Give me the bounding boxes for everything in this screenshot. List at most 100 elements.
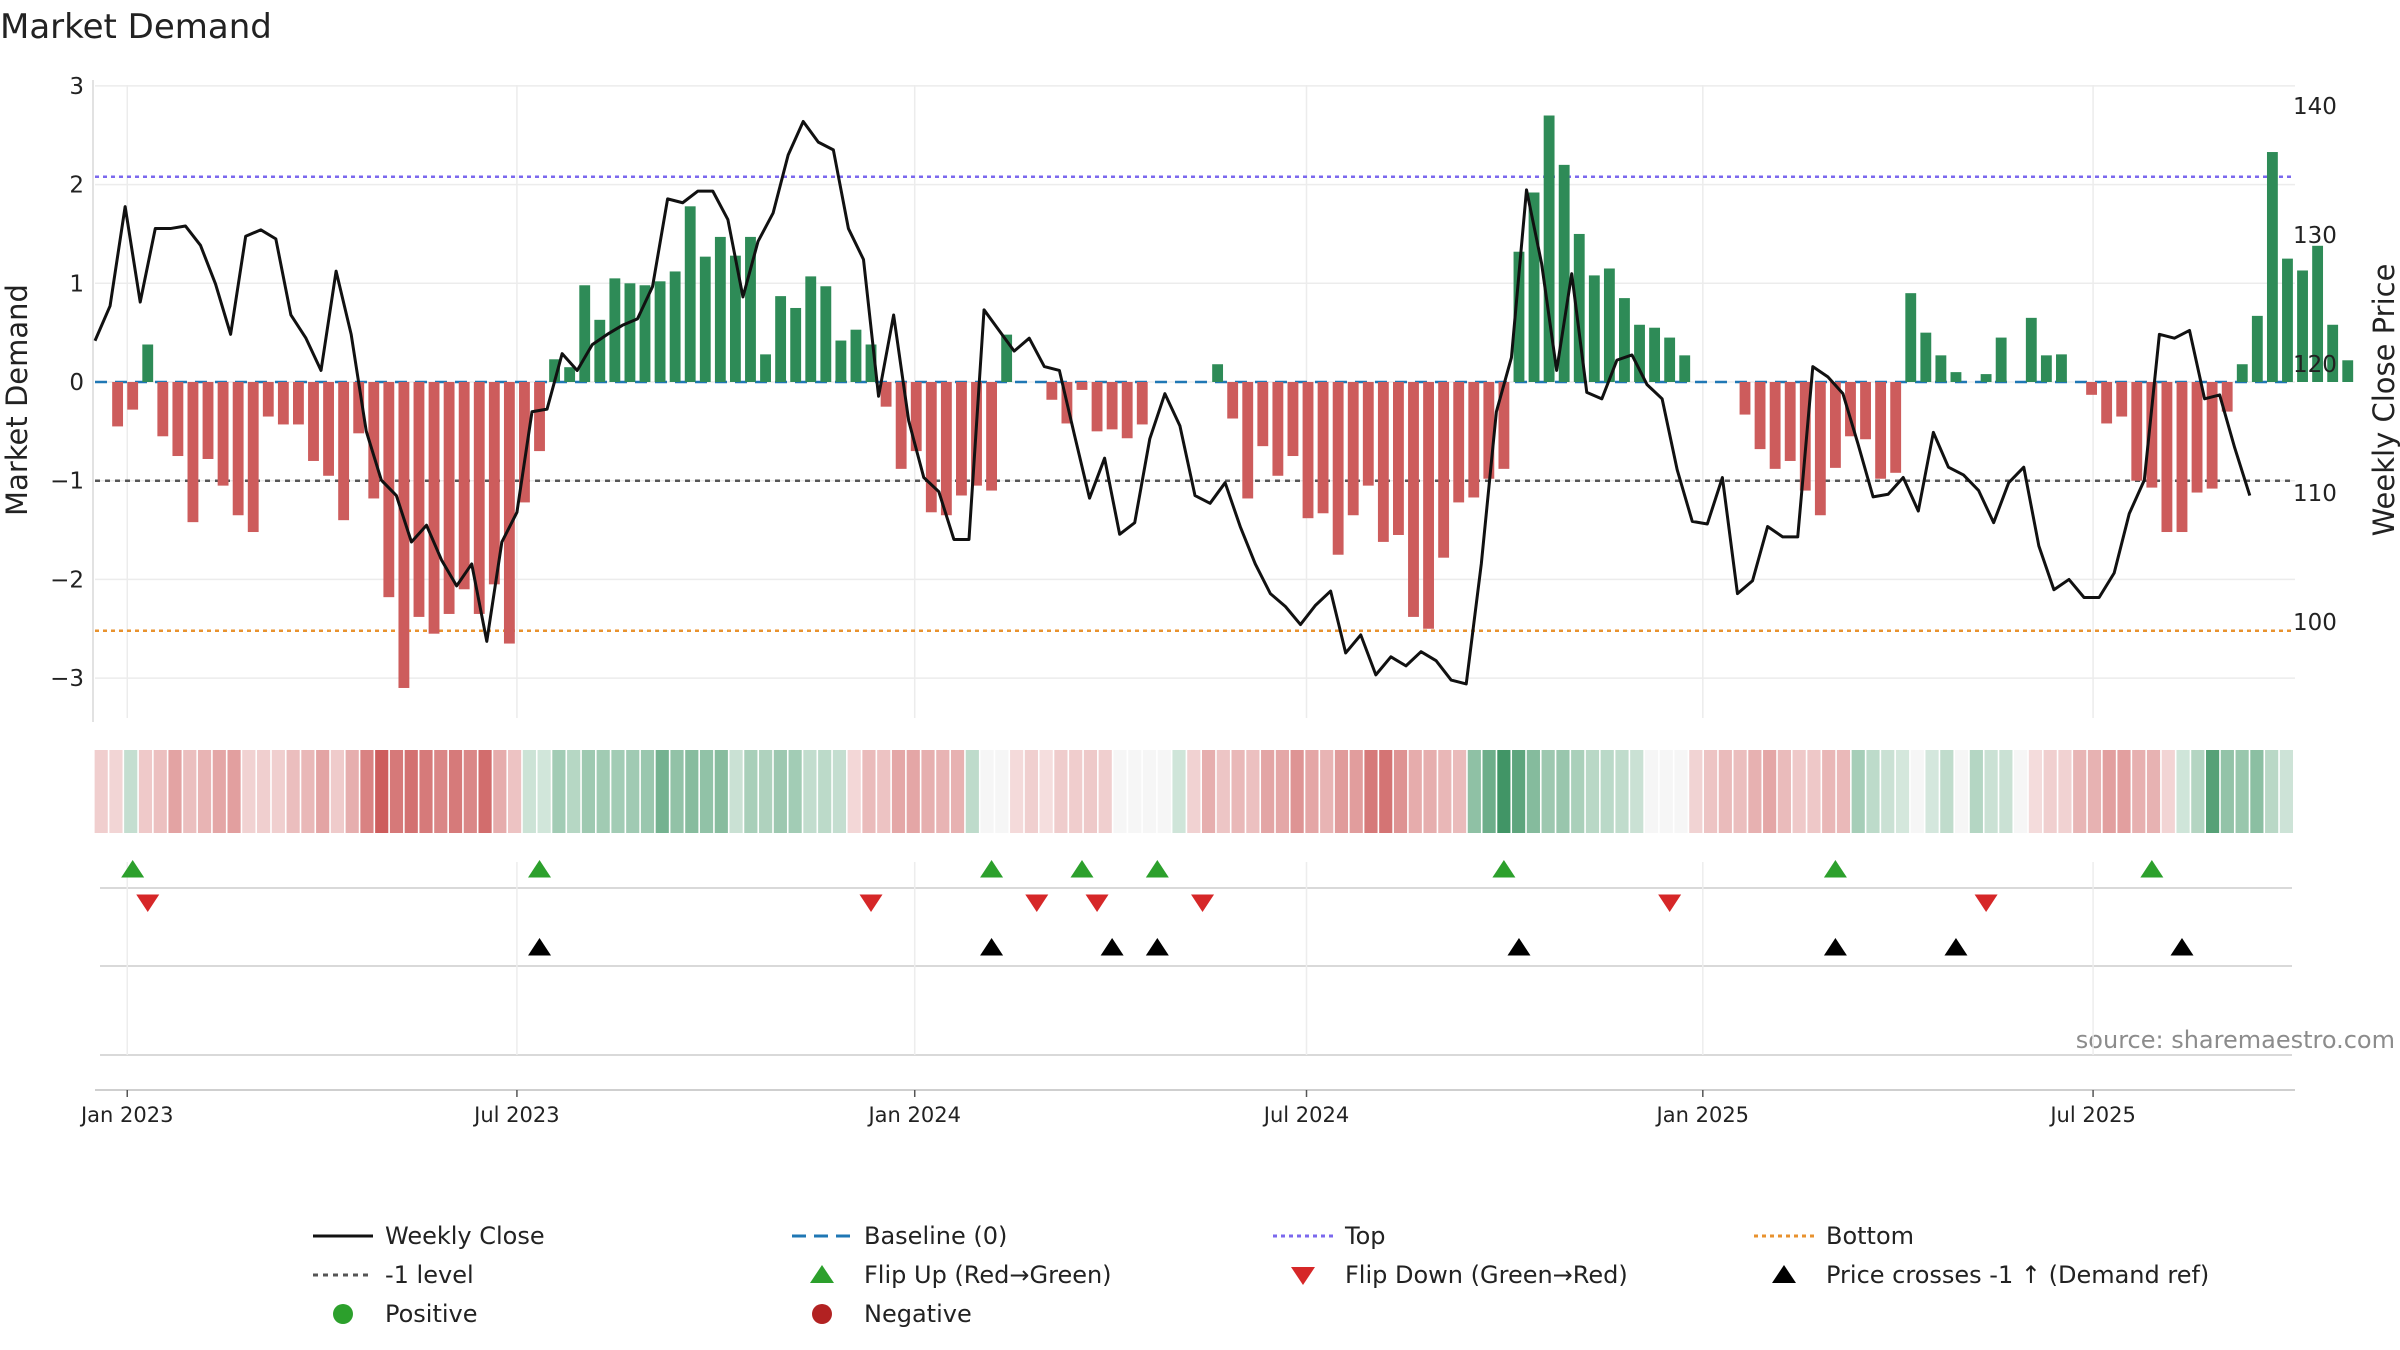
heat-cell bbox=[2073, 750, 2087, 833]
heat-cell bbox=[921, 750, 935, 833]
legend-item-baseline: Baseline (0) bbox=[792, 1222, 1007, 1250]
demand-bar bbox=[2191, 382, 2203, 493]
legend-label: Price crosses -1 ↑ (Demand ref) bbox=[1826, 1261, 2209, 1289]
demand-bar bbox=[127, 382, 139, 410]
legend-label: Top bbox=[1344, 1222, 1386, 1250]
heat-cell bbox=[729, 750, 743, 833]
demand-bar bbox=[353, 382, 365, 434]
heat-cell bbox=[1142, 750, 1157, 833]
demand-bar bbox=[790, 307, 802, 382]
demand-bar bbox=[1754, 382, 1766, 450]
demand-bar bbox=[277, 382, 289, 425]
legend-label: Negative bbox=[864, 1300, 972, 1328]
flip-up-marker bbox=[980, 860, 1004, 878]
demand-bar bbox=[458, 382, 470, 590]
heat-cell bbox=[419, 750, 433, 833]
demand-bar bbox=[654, 281, 666, 382]
heat-cell bbox=[1024, 750, 1038, 833]
demand-bar bbox=[1860, 382, 1871, 440]
demand-bar bbox=[2176, 382, 2188, 533]
heat-cell bbox=[1039, 750, 1053, 833]
demand-bar bbox=[2327, 324, 2339, 382]
heat-cell bbox=[1393, 750, 1408, 833]
heat-cell bbox=[212, 750, 226, 833]
heat-cell bbox=[316, 750, 330, 833]
y2-tick-label: 120 bbox=[2293, 352, 2337, 378]
heat-cell bbox=[1763, 750, 1777, 833]
price-cross-marker bbox=[1145, 938, 1169, 956]
heat-cell bbox=[1187, 750, 1201, 833]
heat-cell bbox=[1659, 750, 1673, 833]
demand-bars bbox=[112, 115, 2354, 688]
demand-bar bbox=[1769, 382, 1781, 469]
demand-bar bbox=[293, 382, 304, 425]
demand-bar bbox=[187, 382, 199, 523]
heat-cell bbox=[94, 750, 108, 833]
heat-cell bbox=[1467, 750, 1481, 833]
y2-tick-label: 130 bbox=[2293, 223, 2337, 249]
heat-cell bbox=[832, 750, 847, 833]
demand-bar bbox=[1890, 382, 1902, 473]
heat-cell bbox=[1128, 750, 1142, 833]
heat-cell bbox=[1261, 750, 1275, 833]
heat-cell bbox=[759, 750, 773, 833]
heat-cell bbox=[138, 750, 153, 833]
heat-cell bbox=[1881, 750, 1895, 833]
heat-cell bbox=[1940, 750, 1954, 833]
legend-item-minus_one: -1 level bbox=[313, 1261, 474, 1289]
heat-cell bbox=[581, 750, 596, 833]
heat-cell bbox=[434, 750, 448, 833]
demand-bar bbox=[172, 382, 184, 457]
demand-bar bbox=[413, 382, 425, 617]
flip-up-marker bbox=[121, 860, 145, 878]
demand-bar bbox=[262, 382, 274, 417]
x-tick-label: Jan 2024 bbox=[866, 1103, 961, 1127]
flip-down-marker bbox=[1974, 894, 1998, 912]
heat-cell bbox=[965, 750, 979, 833]
heat-cell bbox=[1792, 750, 1806, 833]
level-lines bbox=[95, 175, 2295, 632]
heat-cell bbox=[2191, 750, 2205, 833]
y-tick-label: 0 bbox=[69, 370, 84, 396]
flip-down-marker bbox=[1658, 894, 1682, 912]
y2-axis-ticks: 140 130 120 110 100 bbox=[2293, 94, 2337, 636]
price-cross-marker bbox=[1944, 938, 1968, 956]
heat-cell bbox=[1216, 750, 1230, 833]
heat-cell bbox=[271, 750, 285, 833]
legend-label: Weekly Close bbox=[385, 1222, 545, 1250]
x-tick-label: Jan 2023 bbox=[79, 1103, 174, 1127]
demand-bar bbox=[443, 382, 455, 614]
legend-item-bottom: Bottom bbox=[1754, 1222, 1914, 1250]
y-tick-label: −2 bbox=[50, 567, 84, 593]
heat-cell bbox=[1172, 750, 1186, 833]
demand-bar bbox=[1332, 382, 1344, 555]
demand-bar bbox=[564, 367, 576, 382]
legend-label: Flip Up (Red→Green) bbox=[864, 1261, 1112, 1289]
heat-cell bbox=[2043, 750, 2057, 833]
heat-cell bbox=[699, 750, 714, 833]
demand-bar bbox=[775, 296, 787, 382]
heat-cell bbox=[1320, 750, 1334, 833]
demand-bar bbox=[805, 276, 817, 382]
heat-cell bbox=[242, 750, 256, 833]
heat-cell bbox=[1615, 750, 1629, 833]
x-tick-label: Jul 2025 bbox=[2048, 1103, 2135, 1127]
heat-cell bbox=[891, 750, 906, 833]
heat-cell bbox=[1069, 750, 1083, 833]
demand-bar bbox=[2131, 382, 2143, 481]
heat-cell bbox=[1703, 750, 1718, 833]
heat-cell bbox=[552, 750, 566, 833]
heat-cell bbox=[1689, 750, 1703, 833]
heat-cell bbox=[1349, 750, 1363, 833]
demand-bar bbox=[1136, 382, 1148, 425]
y2-tick-label: 100 bbox=[2293, 610, 2337, 636]
demand-bar bbox=[1664, 337, 1676, 382]
demand-bar bbox=[1950, 372, 1962, 382]
heat-cell bbox=[640, 750, 655, 833]
flip-down-marker bbox=[859, 894, 883, 912]
demand-bar bbox=[247, 382, 259, 533]
heat-cell bbox=[330, 750, 345, 833]
heat-cell bbox=[1482, 750, 1496, 833]
demand-bar bbox=[2297, 270, 2308, 382]
heat-cell bbox=[1364, 750, 1378, 833]
